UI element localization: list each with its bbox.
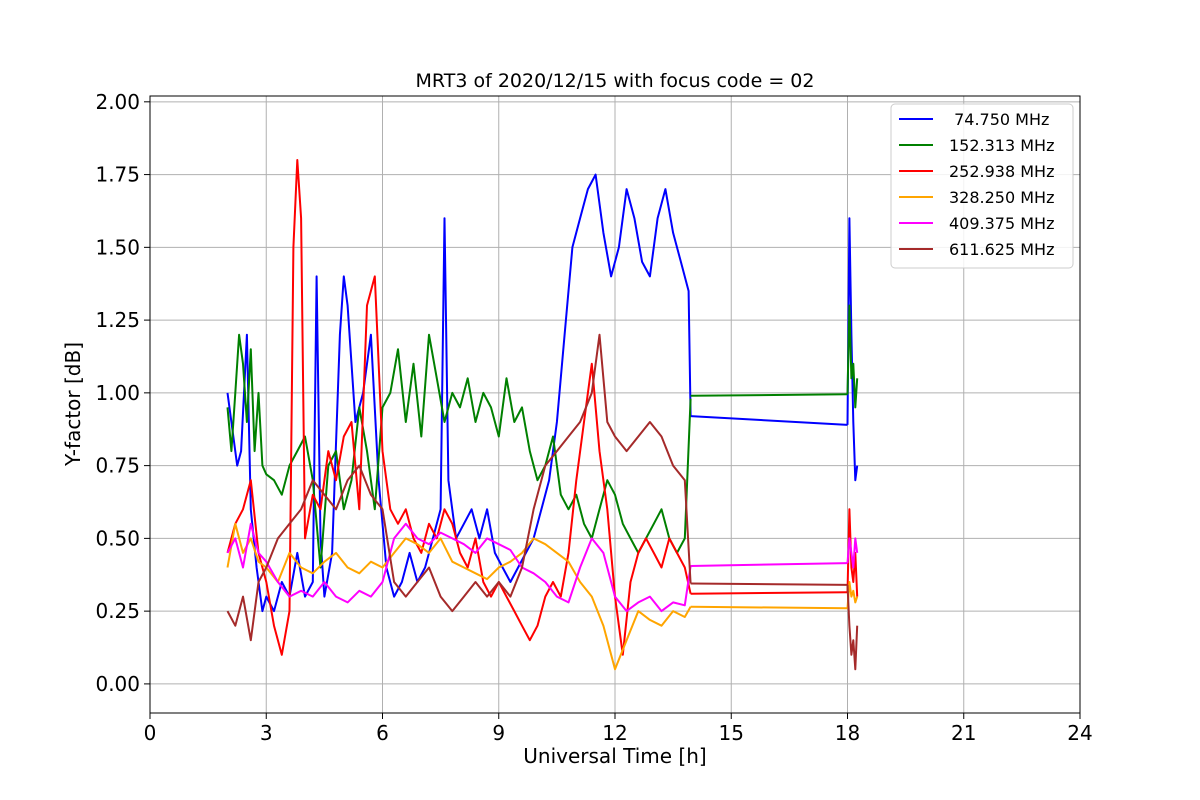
x-tick-label: 15 <box>719 721 744 745</box>
x-tick-label: 9 <box>492 721 505 745</box>
chart-title: MRT3 of 2020/12/15 with focus code = 02 <box>416 70 815 92</box>
y-tick-label: 0.50 <box>95 526 140 550</box>
legend-item: 74.750 MHz <box>899 110 1049 129</box>
series-1-line-segment-2 <box>846 304 859 409</box>
x-tick-label: 6 <box>376 721 389 745</box>
legend-label: 611.625 MHz <box>949 240 1054 259</box>
legend-label: 74.750 MHz <box>949 110 1049 129</box>
legend: 74.750 MHz 152.313 MHz 252.938 MHz 328.250 … <box>890 103 1074 269</box>
series-5 <box>226 333 859 671</box>
y-tick-label: 1.25 <box>95 308 140 332</box>
x-tick-label: 21 <box>951 721 976 745</box>
series-1-line-segment-1 <box>690 393 848 397</box>
x-tick-label: 3 <box>260 721 273 745</box>
series-1-line-segment-0 <box>226 333 692 569</box>
series-0-line-segment-0 <box>226 173 692 613</box>
y-tick-label: 0.25 <box>95 599 140 623</box>
series-5-line-segment-0 <box>226 333 692 642</box>
y-tick-label: 1.00 <box>95 381 140 405</box>
x-tick-label: 0 <box>144 721 157 745</box>
series-4-line-segment-1 <box>690 562 848 567</box>
series-5-line-segment-1 <box>690 582 848 586</box>
legend-label: 252.938 MHz <box>949 162 1054 181</box>
legend-label: 328.250 MHz <box>949 188 1054 207</box>
series-3-line-segment-1 <box>690 605 848 610</box>
series-3-line-segment-0 <box>226 522 692 671</box>
series-4-line-segment-2 <box>846 537 859 569</box>
y-axis-ticks: 0.00 0.25 0.50 0.75 1.00 1.25 1.50 1.75 2.00 <box>95 90 150 696</box>
x-tick-label: 18 <box>835 721 860 745</box>
series-1 <box>226 304 859 569</box>
y-tick-label: 1.50 <box>95 235 140 259</box>
x-tick-label: 24 <box>1067 721 1092 745</box>
series-4 <box>226 522 859 613</box>
legend-item: 152.313 MHz <box>899 136 1054 155</box>
y-axis-label: Y-factor [dB] <box>61 342 85 467</box>
y-tick-label: 2.00 <box>95 90 140 114</box>
x-tick-label: 12 <box>602 721 627 745</box>
plot-series <box>226 159 859 671</box>
series-0-line-segment-1 <box>690 415 848 426</box>
x-axis-label: Universal Time [h] <box>523 744 706 768</box>
y-tick-label: 0.00 <box>95 672 140 696</box>
legend-box <box>890 103 1074 269</box>
legend-item: 252.938 MHz <box>899 162 1054 181</box>
series-2-line-segment-1 <box>690 591 848 595</box>
y-tick-label: 1.75 <box>95 163 140 187</box>
series-3-line-segment-2 <box>846 581 859 609</box>
series-4-line-segment-0 <box>226 522 692 613</box>
legend-item: 328.250 MHz <box>899 188 1054 207</box>
legend-item: 409.375 MHz <box>899 214 1054 233</box>
x-axis-ticks: 0 3 6 9 12 15 18 21 24 <box>144 713 1093 745</box>
series-2-line-segment-2 <box>846 508 859 597</box>
legend-item: 611.625 MHz <box>899 240 1054 259</box>
series-5-line-segment-2 <box>846 584 859 671</box>
y-tick-label: 0.75 <box>95 454 140 478</box>
series-2 <box>226 159 859 656</box>
legend-label: 152.313 MHz <box>949 136 1054 155</box>
series-3 <box>226 522 859 671</box>
series-2-line-segment-0 <box>226 159 692 656</box>
legend-label: 409.375 MHz <box>949 214 1054 233</box>
